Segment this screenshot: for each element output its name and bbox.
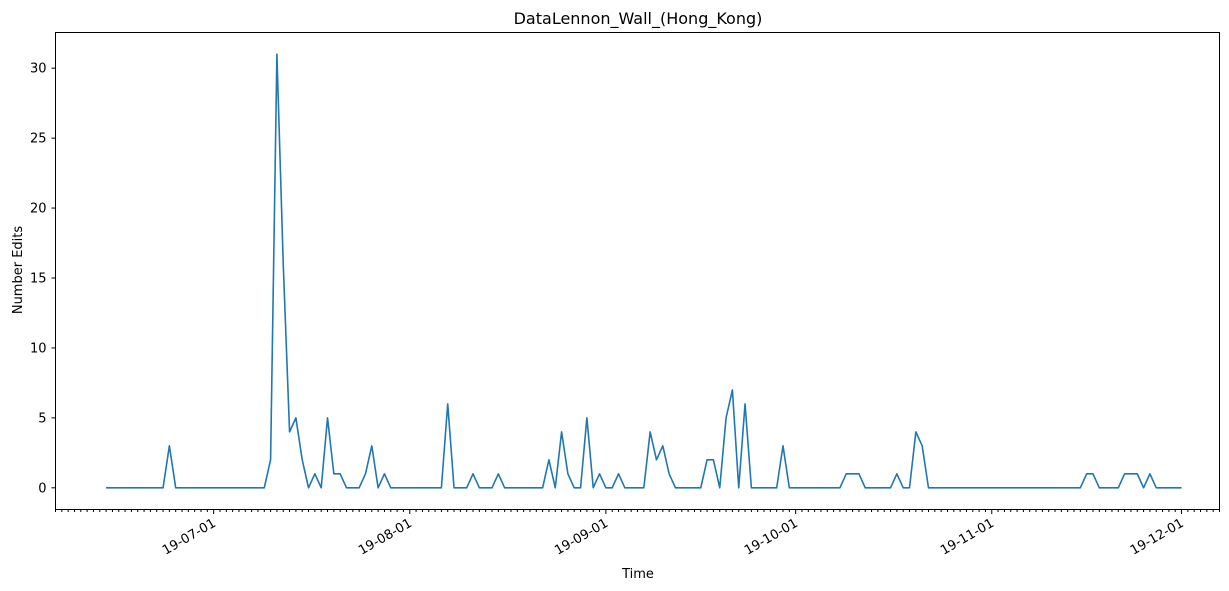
y-tick-label: 0 — [38, 481, 46, 496]
x-axis-label: Time — [621, 567, 654, 582]
x-tick-label: 19-11-01 — [938, 516, 997, 558]
plot-area — [106, 53, 1182, 489]
y-tick-label: 5 — [38, 411, 46, 426]
chart-title: DataLennon_Wall_(Hong_Kong) — [514, 9, 763, 29]
x-tick-label: 19-08-01 — [356, 516, 415, 558]
x-axis: 19-07-01 19-08-01 19-09-01 19-10-01 19-11-01… — [55, 509, 1220, 558]
y-tick-label: 15 — [30, 271, 47, 286]
y-axis-label: Number Edits — [11, 226, 26, 315]
x-tick-label: 19-12-01 — [1128, 516, 1187, 558]
y-tick-label: 20 — [30, 202, 47, 217]
y-axis: 0 5 10 15 20 25 30 — [30, 62, 56, 496]
y-tick-label: 10 — [30, 341, 47, 356]
x-tick-label: 19-07-01 — [160, 516, 219, 558]
plot-frame — [55, 32, 1220, 510]
x-tick-label: 19-09-01 — [552, 516, 611, 558]
x-tick-label: 19-10-01 — [742, 516, 801, 558]
y-tick-label: 25 — [30, 132, 47, 147]
series-line-0 — [106, 53, 1182, 489]
y-tick-label: 30 — [30, 62, 47, 77]
